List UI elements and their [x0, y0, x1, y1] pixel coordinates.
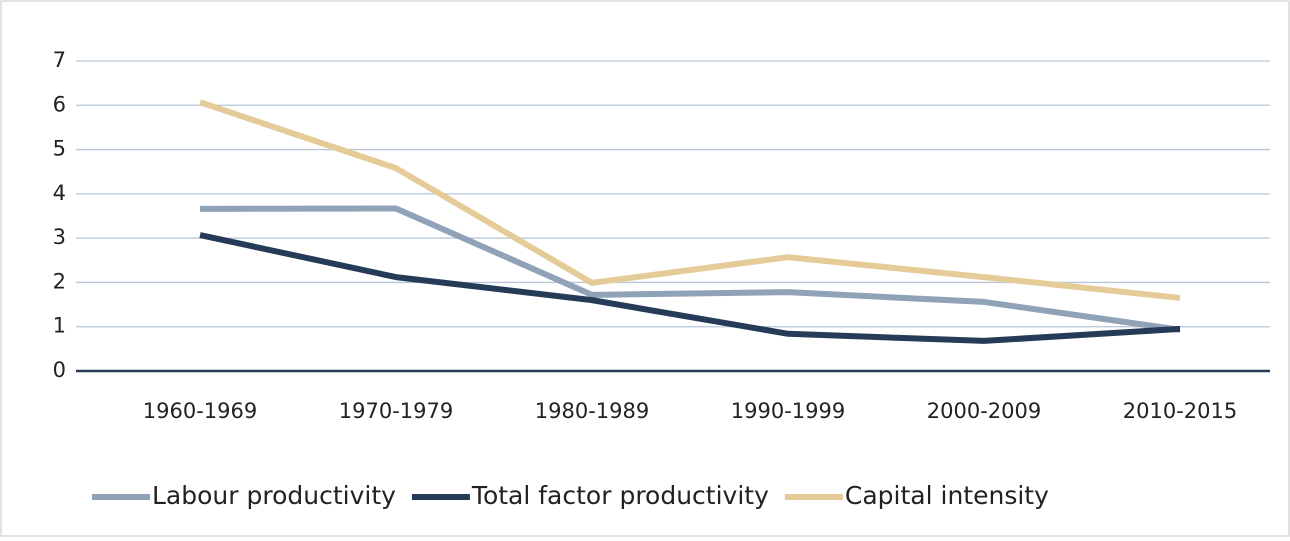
- y-tick-label: 5: [53, 137, 66, 161]
- x-tick-label: 1970-1979: [339, 399, 453, 423]
- y-tick-label: 1: [53, 314, 66, 338]
- legend-label: Labour productivity: [152, 481, 396, 510]
- y-tick-label: 7: [53, 48, 66, 72]
- y-tick-label: 6: [53, 92, 66, 116]
- y-tick-label: 0: [53, 358, 66, 382]
- x-tick-label: 1980-1989: [535, 399, 649, 423]
- x-tick-label: 1960-1969: [143, 399, 257, 423]
- series-line: [199, 232, 1181, 344]
- series-line: [199, 99, 1181, 301]
- y-tick-label: 4: [53, 181, 66, 205]
- y-tick-label: 2: [53, 269, 66, 293]
- legend-label: Total factor productivity: [471, 481, 769, 510]
- legend-label: Capital intensity: [845, 481, 1049, 510]
- x-tick-label: 2000-2009: [927, 399, 1041, 423]
- x-tick-label: 1990-1999: [731, 399, 845, 423]
- y-tick-label: 3: [53, 225, 66, 249]
- x-tick-label: 2010-2015: [1123, 399, 1237, 423]
- series-line: [199, 205, 1181, 333]
